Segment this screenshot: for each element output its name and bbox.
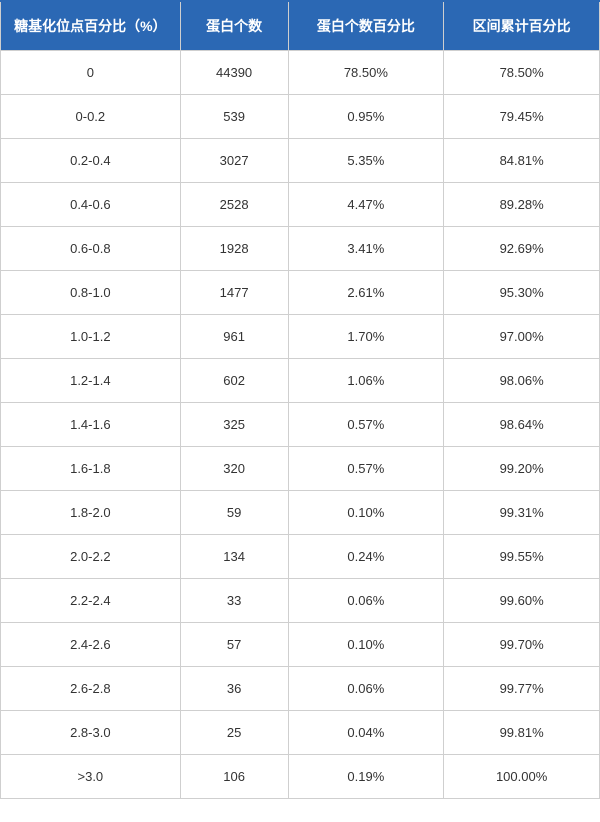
table-cell: 99.81% [444,711,600,755]
table-cell: 57 [180,623,288,667]
col-header-cumul: 区间累计百分比 [444,1,600,51]
table-row: 0.6-0.819283.41%92.69% [1,227,600,271]
table-cell: 1.8-2.0 [1,491,181,535]
table-cell: 2.2-2.4 [1,579,181,623]
table-cell: 99.70% [444,623,600,667]
table-cell: 0.04% [288,711,444,755]
table-cell: 59 [180,491,288,535]
table-cell: 2.0-2.2 [1,535,181,579]
table-cell: 0 [1,51,181,95]
table-cell: 33 [180,579,288,623]
table-cell: 0.10% [288,623,444,667]
table-row: 0.8-1.014772.61%95.30% [1,271,600,315]
table-cell: 134 [180,535,288,579]
col-header-percent: 蛋白个数百分比 [288,1,444,51]
table-row: 0-0.25390.95%79.45% [1,95,600,139]
data-table: 糖基化位点百分比（%） 蛋白个数 蛋白个数百分比 区间累计百分比 0443907… [0,0,600,799]
table-row: 2.2-2.4330.06%99.60% [1,579,600,623]
table-cell: 5.35% [288,139,444,183]
table-cell: 2.61% [288,271,444,315]
table-row: 2.6-2.8360.06%99.77% [1,667,600,711]
table-cell: 36 [180,667,288,711]
table-cell: 0.2-0.4 [1,139,181,183]
table-cell: 99.31% [444,491,600,535]
table-cell: 961 [180,315,288,359]
table-cell: 99.55% [444,535,600,579]
table-cell: 79.45% [444,95,600,139]
table-cell: 99.20% [444,447,600,491]
table-cell: 106 [180,755,288,799]
table-cell: 44390 [180,51,288,95]
table-row: 2.0-2.21340.24%99.55% [1,535,600,579]
table-cell: 0.57% [288,447,444,491]
table-cell: 1.4-1.6 [1,403,181,447]
table-cell: 95.30% [444,271,600,315]
table-body: 04439078.50%78.50%0-0.25390.95%79.45%0.2… [1,51,600,799]
table-cell: 0.95% [288,95,444,139]
table-cell: 0.10% [288,491,444,535]
table-cell: 100.00% [444,755,600,799]
table-header-row: 糖基化位点百分比（%） 蛋白个数 蛋白个数百分比 区间累计百分比 [1,1,600,51]
table-cell: 89.28% [444,183,600,227]
table-cell: 0.4-0.6 [1,183,181,227]
table-cell: 97.00% [444,315,600,359]
table-cell: 0.8-1.0 [1,271,181,315]
table-cell: 3027 [180,139,288,183]
table-cell: 4.47% [288,183,444,227]
table-cell: 2.6-2.8 [1,667,181,711]
table-cell: 0.57% [288,403,444,447]
col-header-range: 糖基化位点百分比（%） [1,1,181,51]
table-cell: 0-0.2 [1,95,181,139]
table-row: 2.8-3.0250.04%99.81% [1,711,600,755]
table-cell: 2.8-3.0 [1,711,181,755]
table-row: 1.8-2.0590.10%99.31% [1,491,600,535]
table-cell: 1.2-1.4 [1,359,181,403]
table-cell: 0.24% [288,535,444,579]
table-row: 1.2-1.46021.06%98.06% [1,359,600,403]
table-cell: 98.06% [444,359,600,403]
table-cell: 1.6-1.8 [1,447,181,491]
table-cell: 78.50% [444,51,600,95]
table-row: >3.01060.19%100.00% [1,755,600,799]
table-cell: 84.81% [444,139,600,183]
table-cell: 0.19% [288,755,444,799]
table-cell: 0.6-0.8 [1,227,181,271]
table-cell: 1.0-1.2 [1,315,181,359]
table-cell: >3.0 [1,755,181,799]
table-cell: 78.50% [288,51,444,95]
table-cell: 25 [180,711,288,755]
table-row: 2.4-2.6570.10%99.70% [1,623,600,667]
data-table-container: 糖基化位点百分比（%） 蛋白个数 蛋白个数百分比 区间累计百分比 0443907… [0,0,600,799]
table-row: 04439078.50%78.50% [1,51,600,95]
table-cell: 0.06% [288,667,444,711]
table-cell: 602 [180,359,288,403]
table-cell: 1928 [180,227,288,271]
table-cell: 99.60% [444,579,600,623]
table-cell: 3.41% [288,227,444,271]
col-header-count: 蛋白个数 [180,1,288,51]
table-cell: 1.06% [288,359,444,403]
table-cell: 2528 [180,183,288,227]
table-cell: 2.4-2.6 [1,623,181,667]
table-cell: 1477 [180,271,288,315]
table-cell: 99.77% [444,667,600,711]
table-row: 1.0-1.29611.70%97.00% [1,315,600,359]
table-cell: 325 [180,403,288,447]
table-row: 0.4-0.625284.47%89.28% [1,183,600,227]
table-cell: 1.70% [288,315,444,359]
table-row: 1.4-1.63250.57%98.64% [1,403,600,447]
table-cell: 98.64% [444,403,600,447]
table-cell: 0.06% [288,579,444,623]
table-cell: 92.69% [444,227,600,271]
table-cell: 320 [180,447,288,491]
table-cell: 539 [180,95,288,139]
table-row: 1.6-1.83200.57%99.20% [1,447,600,491]
table-row: 0.2-0.430275.35%84.81% [1,139,600,183]
